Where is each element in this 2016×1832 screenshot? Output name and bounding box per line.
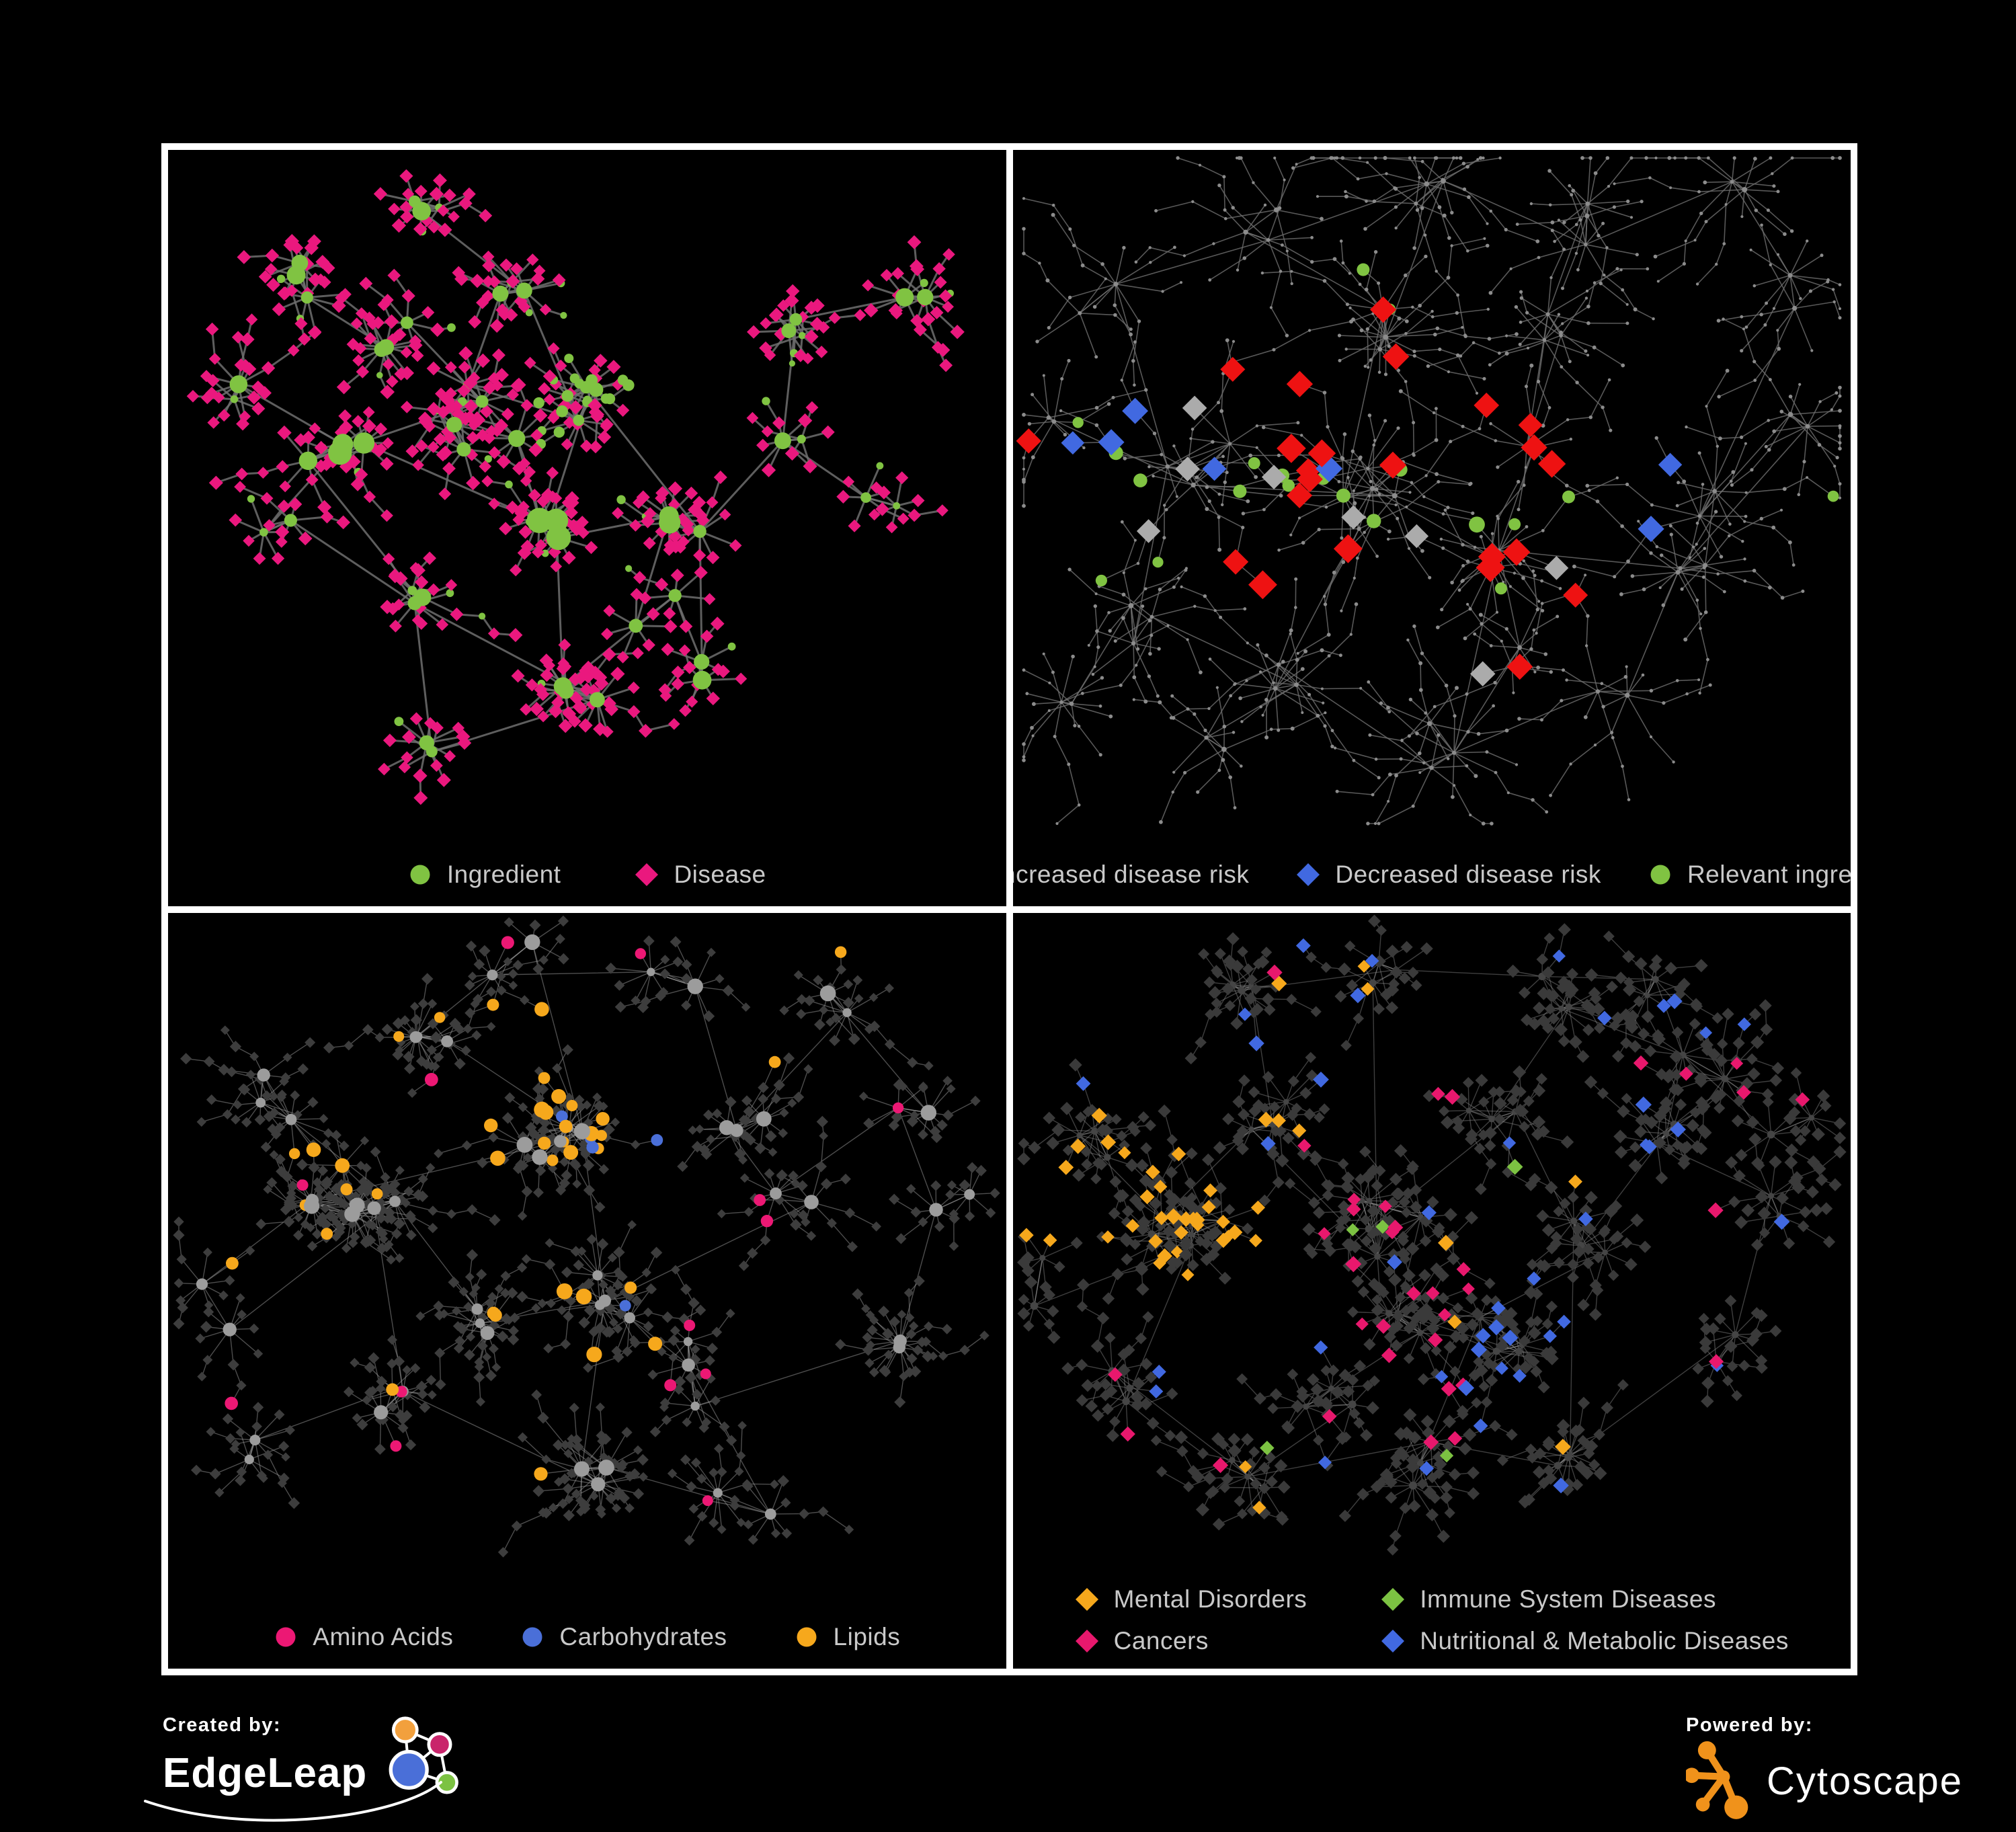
cytoscape-logo: Cytoscape — [1686, 1741, 1963, 1823]
legend-diamond-marker — [1381, 1587, 1405, 1611]
legend-item: Relevant ingredient — [1648, 861, 1851, 889]
powered-by-label: Powered by: — [1686, 1714, 1963, 1737]
panel-nutrient-classes: Amino Acids Carbohydrates Lipids — [168, 913, 1006, 1669]
ingredient-disease-legend: Ingredient Disease — [168, 861, 1006, 889]
panel-ingredient-disease: Ingredient Disease — [168, 150, 1006, 906]
cytoscape-wordmark: Cytoscape — [1767, 1762, 1963, 1801]
legend-item-label: Amino Acids — [313, 1623, 453, 1651]
legend-item-label: Mental Disorders — [1114, 1585, 1307, 1614]
edgeleap-logo: EdgeLeap — [163, 1739, 469, 1808]
legend-diamond-marker — [1075, 1629, 1099, 1653]
legend-item-label: Decreased disease risk — [1335, 861, 1601, 889]
legend-item-label: Increased disease risk — [1013, 861, 1250, 889]
panel-disease-classes: Mental Disorders Immune System Diseases Ca… — [1013, 913, 1851, 1669]
legend-item: Increased disease risk — [1013, 861, 1250, 889]
panel-disease-risk: Increased disease risk Decreased disease … — [1013, 150, 1851, 906]
legend-diamond-marker — [635, 863, 659, 887]
nutrient-classes-network-graph — [168, 913, 1006, 1592]
disease-classes-network-graph — [1013, 913, 1851, 1592]
legend-circle-marker — [520, 1625, 545, 1649]
nutrient-classes-legend: Amino Acids Carbohydrates Lipids — [168, 1623, 1006, 1651]
legend-circle-marker — [1648, 863, 1672, 887]
disease-classes-legend: Mental Disorders Immune System Diseases Ca… — [1013, 1585, 1851, 1655]
legend-item: Amino Acids — [274, 1623, 453, 1651]
legend-item: Mental Disorders — [1075, 1585, 1307, 1614]
legend-item: Ingredient — [408, 861, 561, 889]
legend-item-label: Carbohydrates — [559, 1623, 727, 1651]
legend-item-label: Relevant ingredient — [1687, 861, 1851, 889]
legend-item: Lipids — [795, 1623, 901, 1651]
legend-item: Nutritional & Metabolic Diseases — [1381, 1627, 1789, 1655]
legend-item: Carbohydrates — [520, 1623, 727, 1651]
legend-diamond-marker — [1075, 1587, 1099, 1611]
legend-circle-marker — [274, 1625, 298, 1649]
cytoscape-network-icon — [1686, 1741, 1756, 1823]
legend-item: Decreased disease risk — [1296, 861, 1601, 889]
legend-item-label: Ingredient — [447, 861, 561, 889]
legend-circle-marker — [408, 863, 432, 887]
legend-diamond-marker — [1296, 863, 1320, 887]
legend-item-label: Cancers — [1114, 1627, 1209, 1655]
legend-diamond-marker — [1381, 1629, 1405, 1653]
legend-circle-marker — [795, 1625, 819, 1649]
panel-grid: Ingredient Disease Increased disease risk… — [161, 143, 1857, 1675]
disease-risk-network-graph — [1013, 150, 1851, 829]
legend-item-label: Disease — [674, 861, 766, 889]
ingredient-disease-network-graph — [168, 150, 1006, 829]
legend-item-label: Immune System Diseases — [1420, 1585, 1716, 1614]
legend-item: Cancers — [1075, 1627, 1307, 1655]
legend-item-label: Lipids — [834, 1623, 901, 1651]
edgeleap-network-icon — [368, 1714, 469, 1808]
legend-item: Disease — [635, 861, 766, 889]
legend-item-label: Nutritional & Metabolic Diseases — [1420, 1627, 1789, 1655]
cytoscape-credit: Powered by: Cytoscape — [1686, 1714, 1963, 1823]
disease-risk-legend: Increased disease risk Decreased disease … — [1013, 861, 1851, 889]
legend-item: Immune System Diseases — [1381, 1585, 1789, 1614]
edgeleap-credit: Created by: EdgeLeap — [163, 1714, 469, 1808]
edgeleap-wordmark: EdgeLeap — [163, 1753, 367, 1794]
